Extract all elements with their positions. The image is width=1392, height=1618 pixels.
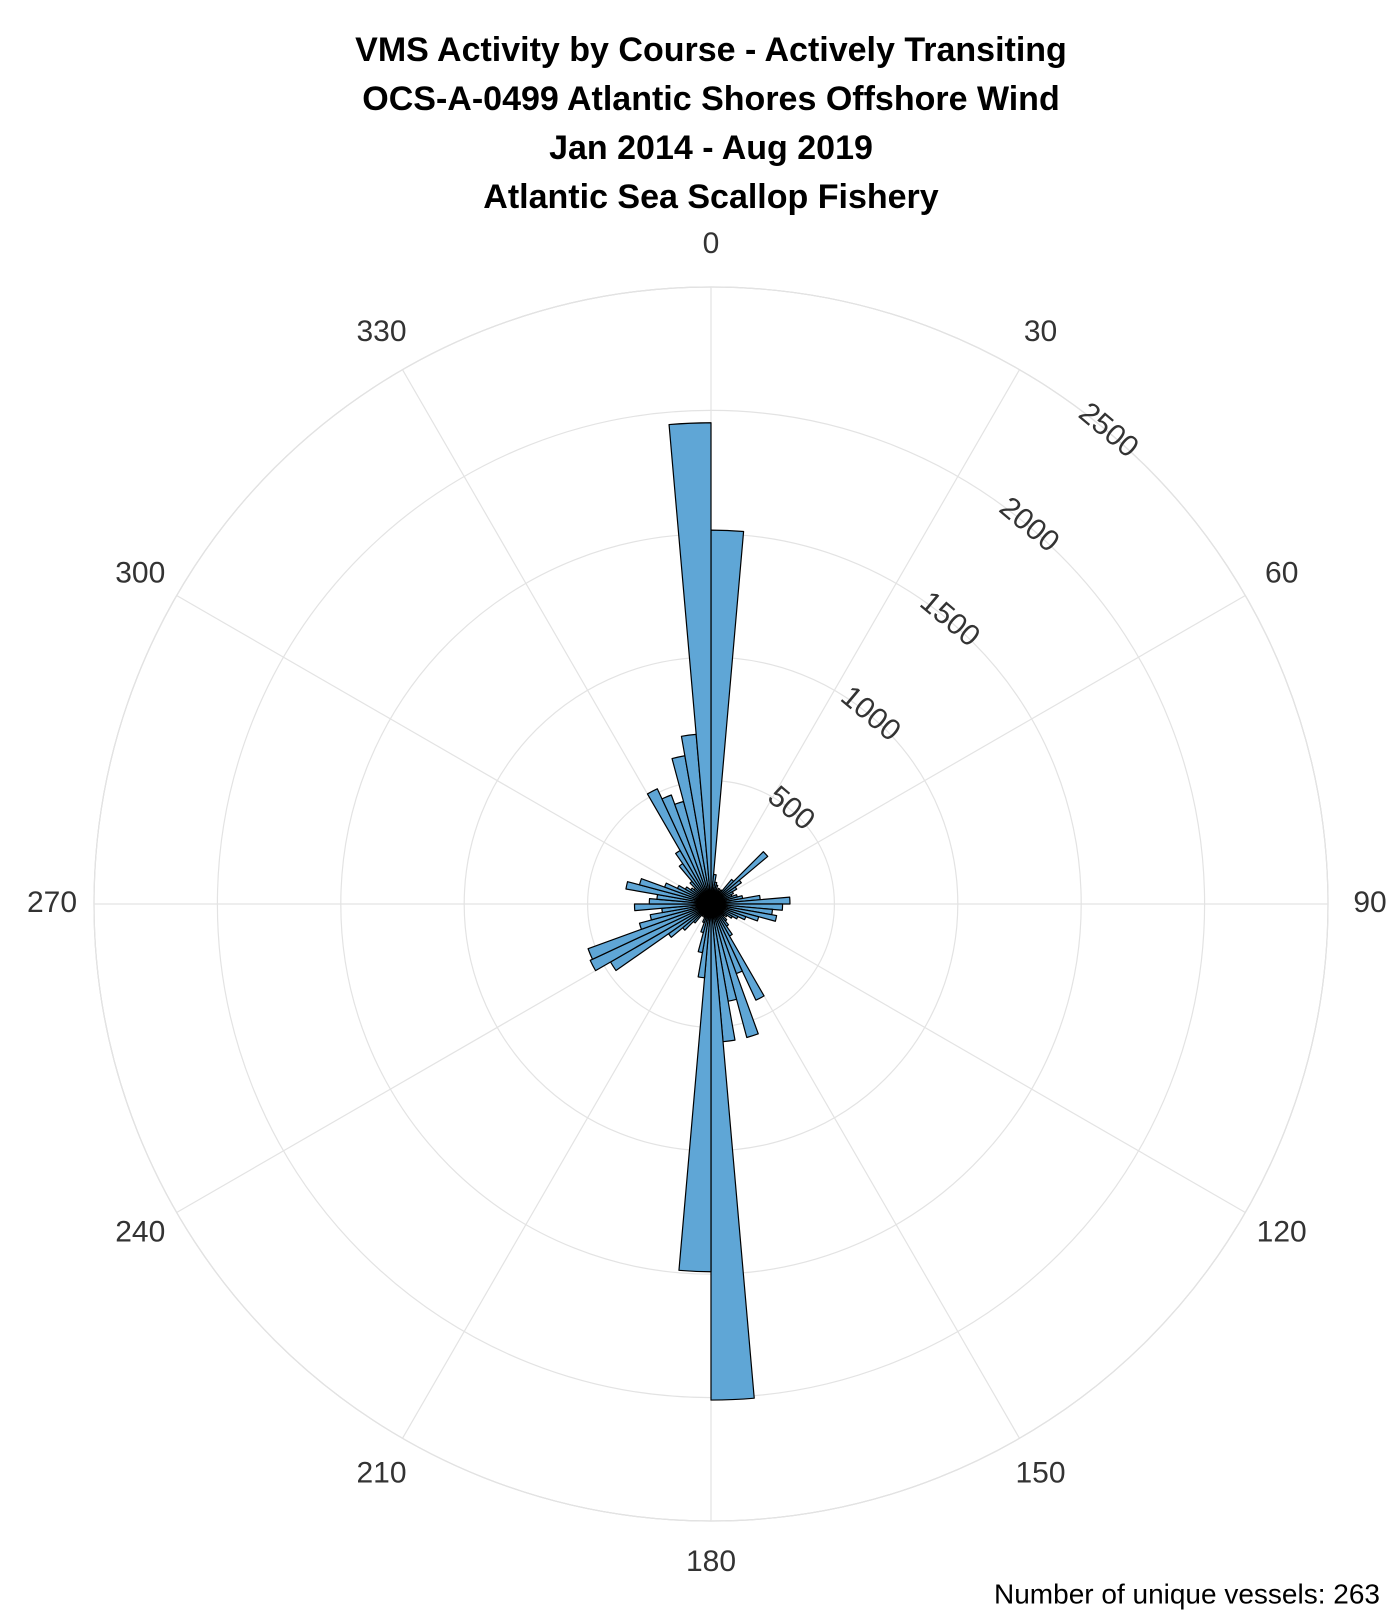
chart-title: VMS Activity by Course - Actively Transi…	[355, 31, 1067, 69]
theta-tick-label: 90	[1353, 886, 1386, 919]
bar	[646, 788, 712, 905]
theta-tick-label: 180	[686, 1545, 736, 1578]
r-tick-label: 2000	[993, 491, 1065, 559]
bar	[649, 903, 712, 921]
annotation: Number of unique vessels: 263	[994, 1578, 1380, 1609]
bar	[638, 903, 712, 930]
bar	[633, 903, 712, 912]
grid-spoke	[401, 903, 712, 1439]
theta-tick-label: 330	[356, 315, 406, 348]
chart-title: OCS-A-0499 Atlantic Shores Offshore Wind	[362, 80, 1059, 118]
r-tick-label: 500	[762, 780, 822, 837]
grid-spoke	[710, 369, 1021, 905]
bar	[710, 851, 769, 905]
theta-tick-label: 150	[1015, 1457, 1065, 1490]
theta-tick-label: 240	[115, 1215, 165, 1248]
theta-tick-label: 210	[356, 1457, 406, 1490]
grid-spoke	[710, 903, 1246, 1214]
bar	[587, 903, 712, 960]
bar	[710, 903, 755, 1401]
bar	[710, 903, 765, 1001]
bar	[668, 422, 712, 905]
bar	[710, 896, 791, 905]
theta-tick-label: 300	[115, 556, 165, 589]
chart-title: Atlantic Sea Scallop Fishery	[483, 178, 938, 216]
theta-tick-label: 120	[1257, 1215, 1307, 1248]
grid-spoke	[176, 594, 712, 905]
theta-tick-label: 270	[27, 886, 77, 919]
bar	[678, 903, 712, 1273]
theta-tick-label: 30	[1024, 315, 1057, 348]
theta-tick-label: 0	[703, 227, 720, 260]
r-tick-label: 1000	[834, 680, 906, 748]
chart-title: Jan 2014 - Aug 2019	[549, 129, 873, 167]
theta-tick-label: 60	[1265, 556, 1298, 589]
bar	[710, 529, 745, 905]
grid-spoke	[710, 594, 1246, 905]
r-tick-label: 1500	[914, 585, 986, 653]
bar	[589, 903, 712, 972]
bar	[661, 794, 712, 905]
bar	[710, 903, 759, 1039]
